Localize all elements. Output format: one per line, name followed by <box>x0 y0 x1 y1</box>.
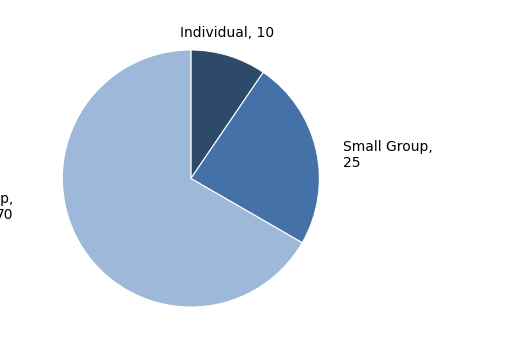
Text: Large Group,
70: Large Group, 70 <box>0 192 14 222</box>
Wedge shape <box>191 50 263 178</box>
Text: Small Group,
25: Small Group, 25 <box>343 140 432 170</box>
Text: Individual, 10: Individual, 10 <box>180 26 274 40</box>
Wedge shape <box>191 72 319 243</box>
Wedge shape <box>63 50 302 307</box>
